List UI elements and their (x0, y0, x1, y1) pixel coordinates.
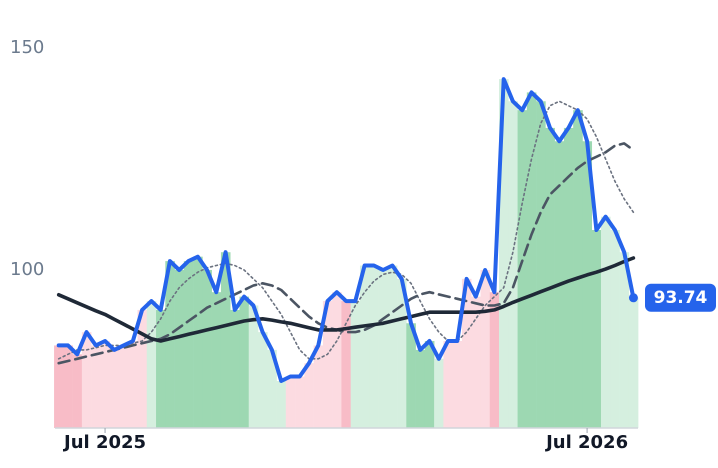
band (406, 323, 416, 428)
band (146, 301, 157, 428)
band (81, 332, 92, 428)
last-point (628, 293, 638, 303)
band (100, 341, 110, 428)
band (276, 380, 287, 428)
band (313, 345, 324, 428)
band (54, 345, 64, 428)
band (545, 127, 555, 429)
band (387, 265, 398, 428)
band (267, 349, 277, 428)
band (63, 345, 73, 428)
band (230, 309, 240, 428)
long-ma-line (56, 256, 636, 343)
band (517, 110, 528, 429)
band (220, 252, 231, 428)
band (202, 269, 212, 428)
band (582, 141, 593, 428)
band (359, 265, 370, 428)
band (591, 230, 602, 428)
x-tick-label: Jul 2026 (544, 432, 628, 453)
band (322, 301, 333, 428)
band (471, 296, 481, 428)
band (443, 341, 453, 428)
band (165, 261, 175, 428)
band (118, 345, 129, 428)
band (600, 216, 611, 428)
band (248, 305, 259, 428)
band (332, 292, 342, 428)
band (573, 110, 583, 429)
band (91, 345, 101, 428)
band (258, 332, 268, 428)
band (239, 296, 250, 428)
band (183, 261, 194, 428)
band (369, 265, 379, 428)
band (304, 363, 314, 428)
band (489, 292, 500, 428)
band (128, 341, 138, 428)
band (526, 92, 537, 429)
y-tick-label: 150 (10, 37, 44, 58)
price-line (56, 77, 636, 383)
last-value-label: 93.74 (654, 288, 708, 308)
band (174, 269, 185, 428)
band (628, 297, 639, 428)
band (499, 79, 509, 429)
short-ma-line (57, 100, 635, 360)
band (508, 101, 518, 429)
band (397, 278, 407, 428)
band (156, 309, 166, 428)
band (480, 269, 491, 428)
band (434, 358, 444, 428)
band (415, 349, 426, 428)
last-value-badge (645, 283, 716, 312)
band (137, 309, 148, 428)
band (285, 376, 296, 428)
band (610, 230, 620, 428)
band (378, 269, 389, 428)
band (341, 301, 352, 428)
band (193, 256, 203, 428)
band (295, 376, 305, 428)
band (461, 278, 472, 428)
band (72, 354, 83, 428)
band (619, 252, 630, 428)
band (109, 349, 120, 428)
band (350, 301, 361, 428)
band (452, 341, 463, 428)
band (211, 292, 222, 428)
band (424, 341, 435, 428)
band (563, 127, 574, 429)
medium-ma-line (57, 142, 635, 365)
band (536, 101, 546, 429)
y-tick-label: 100 (10, 259, 44, 280)
x-tick-label: Jul 2025 (62, 432, 146, 453)
